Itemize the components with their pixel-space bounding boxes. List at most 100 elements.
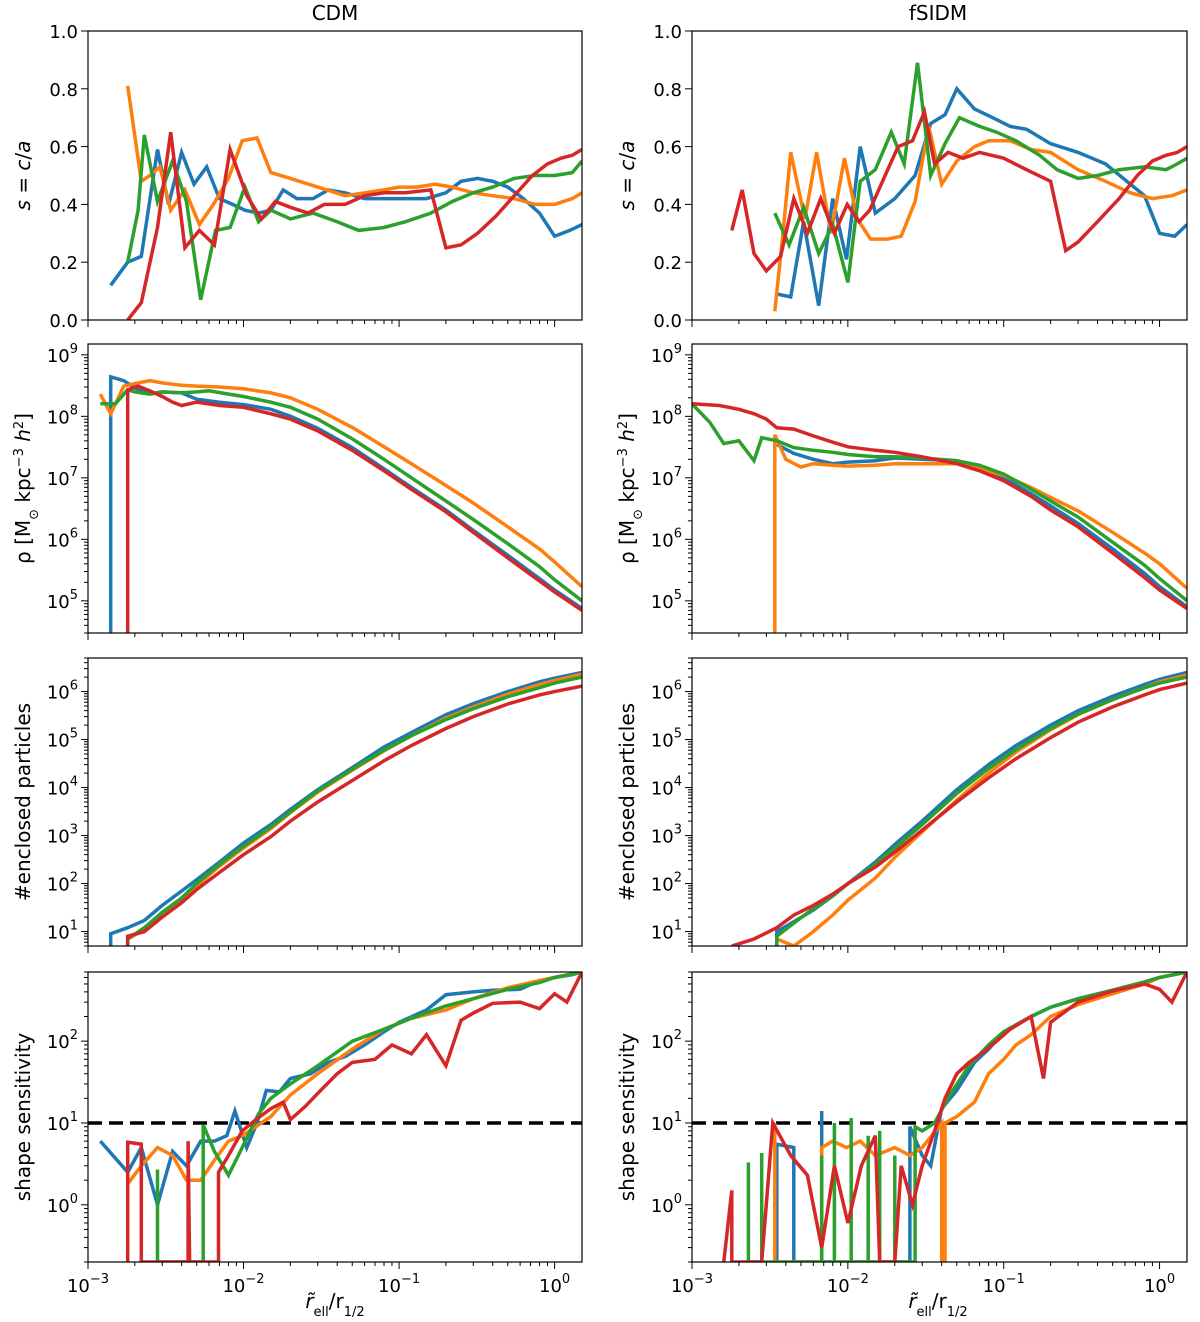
series-line-halo2 [125,85,582,229]
series-group [692,972,1187,1262]
y-tick-label: 101 [47,919,78,944]
x-tick-label: 10−3 [67,1272,109,1297]
y-axis-label: shape sensitivity [615,1033,639,1202]
y-tick-label: 107 [47,465,78,490]
y-tick-label: 104 [47,775,78,800]
y-tick-label: 1.0 [653,22,682,43]
y-tick-label: 0.8 [653,80,682,101]
column-title-fsidm: fSIDM [909,1,967,25]
series-line-halo3 [775,675,1187,946]
series-group [109,85,582,320]
y-tick-label: 105 [651,727,682,752]
y-tick-label: 105 [47,727,78,752]
x-tick-label: 10−3 [671,1272,713,1297]
series-line-halo1 [108,374,582,633]
y-tick-label: 102 [47,871,78,896]
panel-CDM-shape: 0.0 0.2 0.4 0.6 0.8 1.0 s = c/a [11,22,583,332]
series-line-halo2 [773,434,1187,633]
axes-frame [87,30,583,321]
series-line-halo2 [98,378,582,588]
y-tick-label: 101 [651,1110,682,1135]
series-line-halo4 [731,681,1187,946]
series-line-halo3 [100,387,582,603]
y-tick-label: 0.0 [49,311,78,332]
y-axis-label: #enclosed particles [615,703,639,901]
series-line-halo1 [108,670,582,946]
y-axis-label: #enclosed particles [11,703,35,901]
panel-CDM-sensitivity: 10−3 10−2 10−1 100 100 101 102 shape sensitivit… [11,971,583,1297]
x-tick-label: 10−1 [983,1272,1025,1297]
series-line-halo4 [125,384,582,633]
x-axis-label-fsidm: r̃ell/r1/2 [908,1289,967,1320]
y-tick-label: 0.8 [49,80,78,101]
y-tick-label: 0.4 [49,195,78,216]
axes-frame [87,971,583,1263]
axes-frame [691,971,1188,1263]
y-tick-label: 109 [47,342,78,367]
y-axis-label: s = c/a [11,141,35,211]
series-line-halo3 [773,62,1187,283]
panel-CDM-density: 105 106 107 108 109 ρ [M⊙ kpc−3 h2] [11,342,583,640]
column-title-cdm: CDM [312,1,359,25]
y-tick-label: 0.2 [49,253,78,274]
series-line-halo4 [126,131,582,320]
series-line-halo2 [773,972,1187,1262]
y-tick-label: 104 [651,775,682,800]
series-group [108,670,582,946]
series-line-halo4 [730,105,1187,274]
y-tick-label: 103 [651,823,682,848]
axes-frame [87,343,583,634]
y-tick-label: 100 [651,1192,682,1217]
y-tick-label: 102 [47,1028,78,1053]
series-line-halo1 [109,146,582,287]
y-tick-label: 106 [651,679,682,704]
y-tick-label: 0.0 [653,311,682,332]
y-axis-label: ρ [M⊙ kpc−3 h2] [615,413,646,564]
y-tick-label: 100 [47,1192,78,1217]
x-tick-label: 10−1 [378,1272,420,1297]
y-tick-label: 105 [651,588,682,613]
series-line-halo3 [155,972,582,1262]
y-tick-label: 0.2 [653,253,682,274]
series-group [88,972,582,1262]
x-tick-label: 100 [1144,1272,1175,1297]
x-tick-label: 10−2 [222,1272,264,1297]
y-axis-label: shape sensitivity [11,1033,35,1202]
series-line-halo2 [773,126,1187,312]
y-tick-label: 1.0 [49,22,78,43]
panel-fSIDM-density: 105 106 107 108 109 ρ [M⊙ kpc−3 h2] [615,342,1188,640]
y-tick-label: 103 [47,823,78,848]
series-group [731,670,1187,946]
x-tick-label: 100 [539,1272,570,1297]
y-tick-label: 0.4 [653,195,682,216]
series-line-halo3 [692,402,1187,603]
y-tick-label: 108 [47,403,78,428]
y-tick-label: 106 [651,526,682,551]
series-line-halo4 [125,972,582,1262]
y-tick-label: 107 [651,465,682,490]
y-tick-label: 106 [47,526,78,551]
y-tick-label: 102 [651,1028,682,1053]
y-tick-label: 101 [651,919,682,944]
series-line-halo4 [692,402,1187,610]
x-tick-label: 10−2 [827,1272,869,1297]
y-tick-label: 0.6 [653,138,682,159]
axes-frame [691,343,1188,634]
y-tick-label: 102 [651,871,682,896]
series-line-halo2 [776,673,1187,946]
y-tick-label: 101 [47,1110,78,1135]
series-group [692,402,1187,633]
panel-fSIDM-shape: 0.0 0.2 0.4 0.6 0.8 1.0 s = c/a [615,22,1188,332]
series-line-halo4 [125,684,582,946]
panel-fSIDM-enclosed: 101 102 103 104 105 106 #enclosed particles [615,657,1188,953]
series-line-halo4 [722,972,1187,1262]
y-tick-label: 108 [651,403,682,428]
x-axis-label-cdm: r̃ell/r1/2 [305,1289,364,1320]
y-tick-label: 109 [651,342,682,367]
y-tick-label: 105 [47,588,78,613]
y-axis-label: ρ [M⊙ kpc−3 h2] [11,413,42,564]
panel-CDM-enclosed: 101 102 103 104 105 106 #enclosed particles [11,657,583,953]
series-line-halo1 [98,972,582,1212]
series-group [730,62,1187,312]
